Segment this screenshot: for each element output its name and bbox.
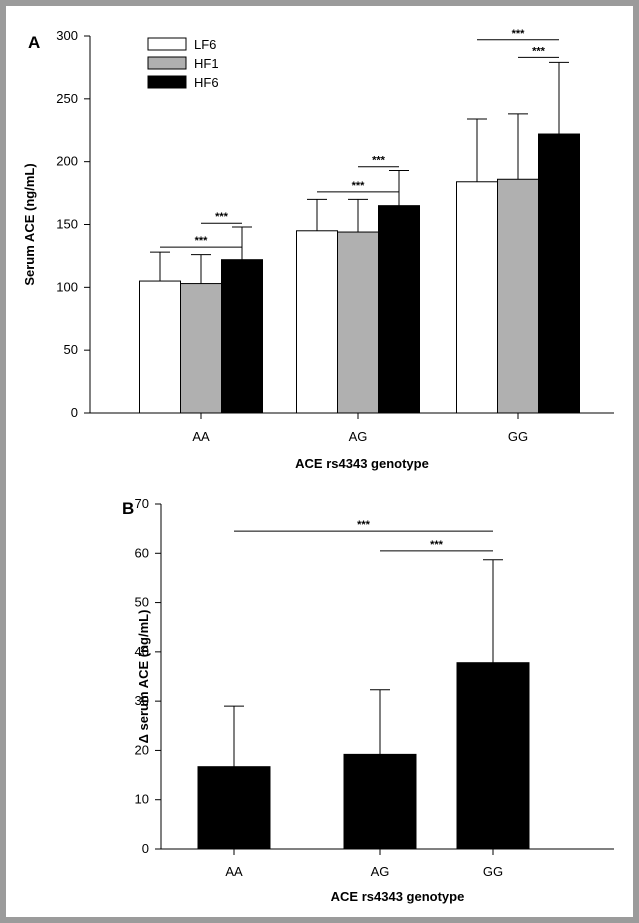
significance-label: ***: [532, 45, 546, 57]
x-tick-label: AG: [371, 864, 390, 879]
y-tick-label: 20: [135, 742, 149, 757]
bar-hf1-gg: [497, 178, 539, 414]
significance-label: ***: [195, 235, 209, 247]
y-tick-label: 50: [64, 342, 78, 357]
y-tick-label: 10: [135, 792, 149, 807]
x-axis-title: ACE rs4343 genotype: [295, 456, 429, 471]
x-tick-label: AA: [192, 429, 210, 444]
y-tick-label: 30: [135, 693, 149, 708]
significance-label: ***: [512, 28, 526, 40]
figure-frame: 0 50 100 150 200 250 300 A Serum ACE (ng/mL) ACE …: [6, 6, 633, 917]
bar-ag: [343, 753, 417, 850]
y-tick-label: 0: [71, 405, 78, 420]
legend-label-hf1: HF1: [194, 56, 219, 71]
y-tick-label: 70: [135, 496, 149, 511]
panel-label: B: [122, 499, 134, 518]
panel-label: A: [28, 33, 40, 52]
bar-hf6-gg: [538, 133, 580, 414]
y-tick-label: 60: [135, 545, 149, 560]
bar-hf6-aa: [221, 259, 263, 414]
y-tick-label: 100: [56, 279, 78, 294]
bar-hf1-ag: [337, 231, 379, 414]
significance-label: ***: [372, 155, 386, 167]
x-tick-label: GG: [508, 429, 528, 444]
legend-swatch-hf1: [147, 56, 187, 70]
significance-label: ***: [357, 519, 371, 531]
y-tick-label: 300: [56, 28, 78, 43]
x-tick-label: AA: [225, 864, 243, 879]
x-tick-label: GG: [483, 864, 503, 879]
legend-swatch-hf6: [147, 75, 187, 89]
y-tick-label: 200: [56, 154, 78, 169]
significance-label: ***: [430, 539, 444, 551]
y-tick-label: 50: [135, 595, 149, 610]
y-tick-label: 40: [135, 644, 149, 659]
x-axis-title: ACE rs4343 genotype: [331, 889, 465, 904]
y-axis-title: Δ serum ACE (ng/mL): [136, 610, 151, 744]
x-tick-label: AG: [349, 429, 368, 444]
bar-lf6-aa: [139, 280, 181, 414]
legend-label-hf6: HF6: [194, 75, 219, 90]
bar-hf6-ag: [378, 205, 420, 414]
y-tick-label: 150: [56, 217, 78, 232]
bar-hf1-aa: [180, 283, 222, 414]
y-axis-title: Serum ACE (ng/mL): [22, 163, 37, 285]
significance-label: ***: [215, 211, 229, 223]
bar-gg: [456, 662, 530, 850]
bar-lf6-ag: [296, 230, 338, 414]
legend-label-lf6: LF6: [194, 37, 216, 52]
significance-label: ***: [352, 180, 366, 192]
legend-swatch-lf6: [147, 37, 187, 51]
y-tick-label: 0: [142, 841, 149, 856]
y-tick-label: 250: [56, 91, 78, 106]
bar-aa: [197, 766, 271, 850]
bar-lf6-gg: [456, 181, 498, 414]
